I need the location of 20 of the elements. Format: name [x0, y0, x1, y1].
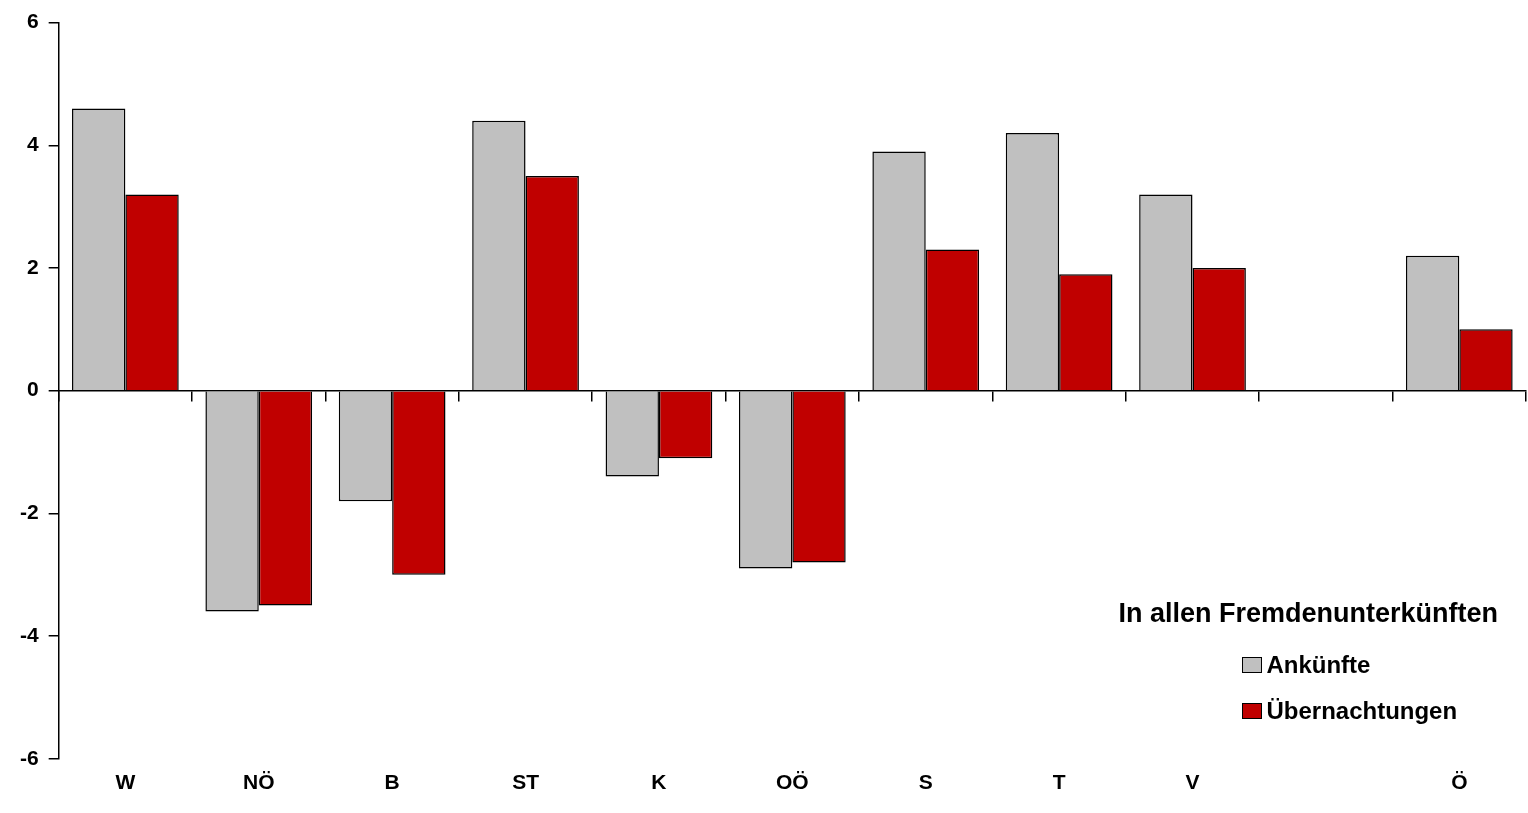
y-tick-label: -6	[19, 745, 39, 769]
x-tick-label: T	[1052, 770, 1066, 794]
legend-label: Übernachtungen	[1266, 697, 1458, 725]
y-tick-label: 6	[26, 9, 39, 33]
x-tick-label: Ö	[1451, 770, 1468, 794]
x-tick-label: W	[115, 770, 136, 794]
y-tick-label: 0	[26, 377, 39, 401]
x-tick-label: S	[918, 770, 933, 794]
y-tick-label: -4	[19, 622, 39, 646]
y-tick-label: 4	[26, 132, 39, 156]
legend-title: In allen Fremdenunterkünften	[1118, 598, 1498, 629]
legend-label: Ankünfte	[1266, 651, 1371, 679]
x-tick-label: B	[384, 770, 400, 794]
x-tick-label: OÖ	[776, 770, 809, 794]
x-tick-label: NÖ	[243, 770, 275, 794]
y-tick-label: 2	[26, 254, 39, 278]
y-tick-label: -2	[19, 500, 39, 524]
x-tick-label: ST	[512, 770, 540, 794]
x-tick-label: K	[651, 770, 667, 794]
x-tick-label: V	[1185, 770, 1200, 794]
